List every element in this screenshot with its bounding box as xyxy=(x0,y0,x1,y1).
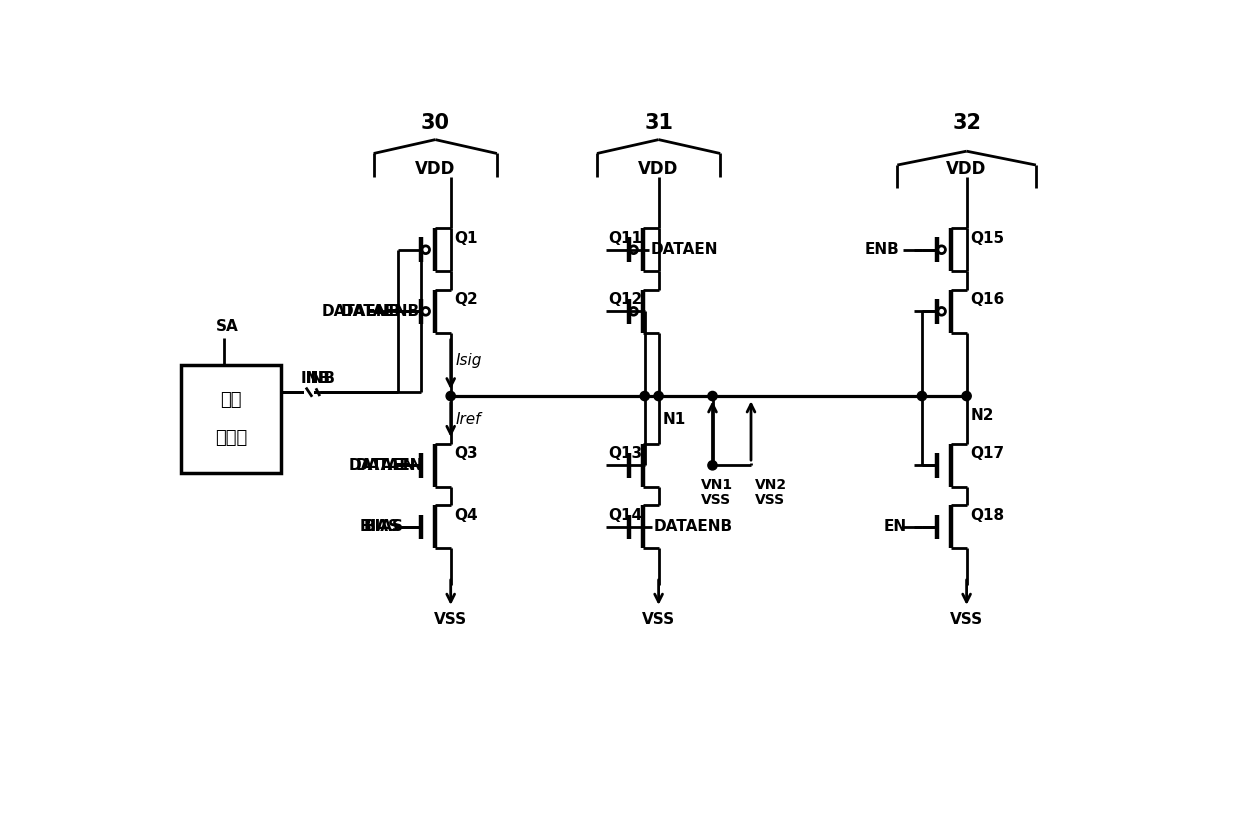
Text: N1: N1 xyxy=(662,412,686,426)
Text: DATAEN: DATAEN xyxy=(650,242,718,257)
Text: DATAENB: DATAENB xyxy=(341,304,419,319)
Circle shape xyxy=(918,391,926,400)
Circle shape xyxy=(962,391,971,400)
Text: N2: N2 xyxy=(971,408,994,422)
Text: INB: INB xyxy=(306,371,336,386)
Text: Q14: Q14 xyxy=(609,508,642,523)
Text: VN1: VN1 xyxy=(701,478,733,492)
Text: SA: SA xyxy=(216,319,238,334)
Text: Q4: Q4 xyxy=(455,508,479,523)
Circle shape xyxy=(640,391,650,400)
Text: Q3: Q3 xyxy=(455,446,479,462)
Text: Q15: Q15 xyxy=(971,230,1004,246)
Text: Q18: Q18 xyxy=(971,508,1004,523)
Text: 32: 32 xyxy=(952,113,981,132)
Text: VSS: VSS xyxy=(755,493,785,507)
Text: Q2: Q2 xyxy=(455,292,479,307)
Text: Q17: Q17 xyxy=(971,446,1004,462)
Text: BIAS: BIAS xyxy=(360,520,399,534)
Text: Isig: Isig xyxy=(456,353,482,368)
Text: ENB: ENB xyxy=(864,242,899,257)
Text: 30: 30 xyxy=(420,113,450,132)
Text: VDD: VDD xyxy=(946,160,987,178)
Text: 31: 31 xyxy=(644,113,673,132)
Text: Q12: Q12 xyxy=(609,292,642,307)
Text: VSS: VSS xyxy=(950,612,983,627)
Text: DATAEN: DATAEN xyxy=(356,458,424,473)
Text: DATAENB: DATAENB xyxy=(321,304,401,319)
Text: 放大器: 放大器 xyxy=(215,430,247,448)
Text: Iref: Iref xyxy=(456,413,481,427)
Text: BIAS: BIAS xyxy=(363,520,404,534)
Text: DATAEN: DATAEN xyxy=(348,458,415,473)
Circle shape xyxy=(446,391,455,400)
Text: 感测: 感测 xyxy=(221,391,242,408)
Circle shape xyxy=(708,461,717,470)
Text: DATAENB: DATAENB xyxy=(653,520,733,534)
Text: Q11: Q11 xyxy=(609,230,642,246)
Text: VDD: VDD xyxy=(639,160,678,178)
Text: VSS: VSS xyxy=(701,493,732,507)
Circle shape xyxy=(708,391,717,400)
Text: VDD: VDD xyxy=(415,160,455,178)
Text: VSS: VSS xyxy=(642,612,675,627)
FancyBboxPatch shape xyxy=(181,365,281,473)
Text: VSS: VSS xyxy=(434,612,467,627)
Text: INB: INB xyxy=(300,371,331,386)
Circle shape xyxy=(653,391,663,400)
Text: Q1: Q1 xyxy=(455,230,479,246)
Text: VN2: VN2 xyxy=(755,478,787,492)
Text: Q13: Q13 xyxy=(609,446,642,462)
Text: Q16: Q16 xyxy=(971,292,1004,307)
Text: EN: EN xyxy=(883,520,906,534)
